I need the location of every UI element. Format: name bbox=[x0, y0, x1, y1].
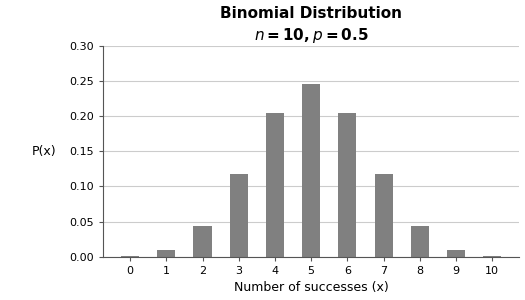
Bar bbox=[157, 250, 175, 257]
Bar bbox=[483, 256, 501, 257]
Bar bbox=[447, 250, 465, 257]
Bar bbox=[229, 174, 248, 257]
Bar bbox=[338, 112, 356, 257]
Bar bbox=[266, 112, 284, 257]
Bar bbox=[193, 226, 212, 257]
X-axis label: Number of successes (x): Number of successes (x) bbox=[234, 281, 388, 294]
Bar bbox=[121, 256, 139, 257]
Y-axis label: P(x): P(x) bbox=[32, 145, 56, 158]
Bar bbox=[411, 226, 429, 257]
Title: Binomial Distribution
$\mathbf{\it{n}}$$\mathbf{ = 10, }$$\mathbf{\it{p}}$$\math: Binomial Distribution $\mathbf{\it{n}}$$… bbox=[220, 6, 402, 45]
Bar bbox=[302, 84, 320, 257]
Bar bbox=[374, 174, 393, 257]
